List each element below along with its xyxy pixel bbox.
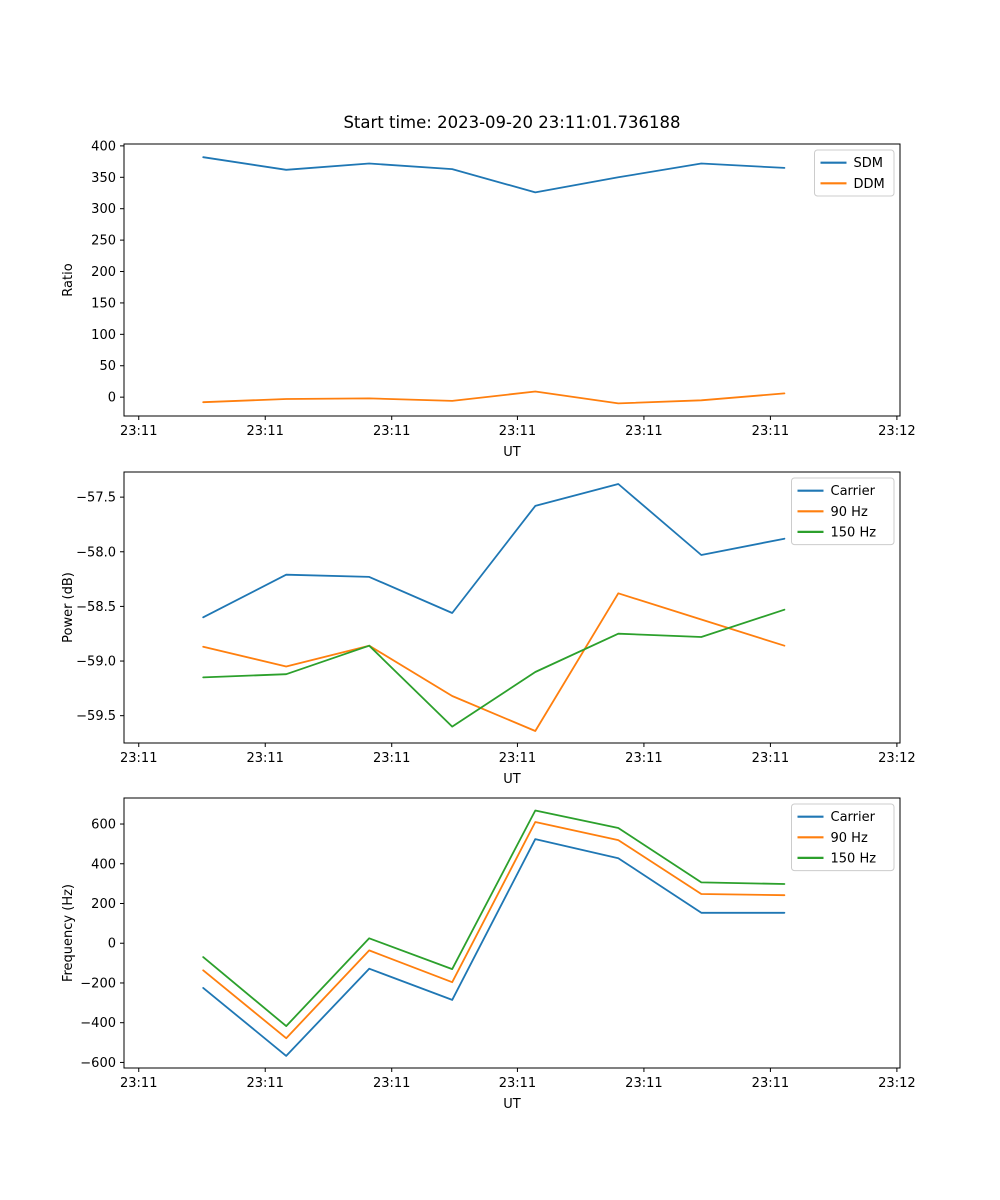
legend-box [791, 803, 895, 872]
axes-3: 23:11 23:11 23:11 23:11 23:11 23:11 23:12 600 40… [61, 797, 916, 1112]
y-tick-label: 400 [91, 857, 116, 872]
x-axis-label: UT [503, 1097, 521, 1112]
axes-1: 23:11 23:11 23:11 23:11 23:11 23:11 23:12 400 35… [61, 139, 916, 460]
series-line-carrier [202, 838, 786, 1057]
legend-item-label: 90 Hz [831, 831, 868, 846]
x-tick-label: 23:11 [246, 1076, 283, 1091]
x-tick-label: 23:11 [120, 1076, 157, 1091]
legend: Carrier 90 Hz 150 Hz [791, 803, 895, 872]
x-tick-label: 23:11 [373, 751, 410, 766]
x-tick-label: 23:11 [246, 424, 283, 439]
x-tick-label: 23:11 [625, 424, 662, 439]
x-axis-label: UT [503, 772, 521, 787]
legend-item-label: SDM [854, 156, 883, 171]
y-axis-label: Frequency (Hz) [61, 884, 76, 982]
x-tick-label: 23:11 [499, 424, 536, 439]
x-tick-label: 23:11 [373, 424, 410, 439]
x-tick-label: 23:11 [752, 751, 789, 766]
y-tick-label: 200 [91, 265, 116, 280]
plot-area [123, 471, 901, 744]
legend-item-label: DDM [854, 177, 885, 192]
x-tick-label: 23:12 [878, 1076, 915, 1091]
y-tick-label: −57.5 [76, 491, 116, 506]
legend-item-label: Carrier [831, 810, 876, 825]
x-tick-label: 23:11 [120, 424, 157, 439]
series-line-150-hz [202, 809, 786, 1027]
x-tick-label: 23:11 [499, 751, 536, 766]
y-tick-label: −600 [80, 1056, 116, 1071]
legend-item-label: Carrier [831, 484, 876, 499]
figure-title: Start time: 2023-09-20 23:11:01.736188 [343, 113, 681, 132]
series-line-carrier [202, 483, 786, 619]
y-tick-label: 350 [91, 171, 116, 186]
series-line-sdm [202, 156, 786, 194]
x-tick-label: 23:11 [625, 1076, 662, 1091]
legend-item-label: 90 Hz [831, 505, 868, 520]
series-line-150-hz [202, 608, 786, 728]
y-tick-label: 150 [91, 296, 116, 311]
y-tick-label: −200 [80, 976, 116, 991]
legend-box [791, 477, 895, 546]
y-axis-label: Power (dB) [61, 572, 76, 643]
x-tick-label: 23:11 [752, 424, 789, 439]
y-tick-label: −59.5 [76, 709, 116, 724]
y-tick-label: 400 [91, 139, 116, 154]
y-tick-label: 200 [91, 897, 116, 912]
y-tick-label: 0 [108, 937, 116, 952]
y-tick-label: 0 [108, 391, 116, 406]
legend-item-label: 150 Hz [831, 525, 877, 540]
x-tick-label: 23:11 [246, 751, 283, 766]
legend-box [814, 149, 895, 197]
series-line-90-hz [202, 821, 786, 1040]
y-tick-label: 50 [99, 359, 116, 374]
y-tick-label: 300 [91, 202, 116, 217]
y-tick-label: 250 [91, 234, 116, 249]
x-tick-label: 23:11 [499, 1076, 536, 1091]
legend: Carrier 90 Hz 150 Hz [791, 477, 895, 546]
plot-area [123, 797, 901, 1069]
x-tick-label: 23:12 [878, 424, 915, 439]
y-tick-label: −59.0 [76, 655, 116, 670]
y-tick-label: 600 [91, 818, 116, 833]
y-tick-label: −58.5 [76, 600, 116, 615]
plot-area [123, 143, 901, 417]
x-tick-label: 23:11 [752, 1076, 789, 1091]
x-tick-label: 23:11 [625, 751, 662, 766]
y-tick-label: −400 [80, 1016, 116, 1031]
series-line-ddm [202, 390, 786, 405]
y-axis-label: Ratio [61, 263, 76, 296]
axes-2: 23:11 23:11 23:11 23:11 23:11 23:11 23:12 −57.5… [61, 471, 916, 787]
x-tick-label: 23:11 [120, 751, 157, 766]
legend: SDM DDM [814, 149, 895, 197]
x-tick-label: 23:11 [373, 1076, 410, 1091]
x-tick-label: 23:12 [878, 751, 915, 766]
series-line-90-hz [202, 592, 786, 732]
legend-item-label: 150 Hz [831, 851, 877, 866]
y-tick-label: −58.0 [76, 545, 116, 560]
y-tick-label: 100 [91, 328, 116, 343]
x-axis-label: UT [503, 445, 521, 460]
